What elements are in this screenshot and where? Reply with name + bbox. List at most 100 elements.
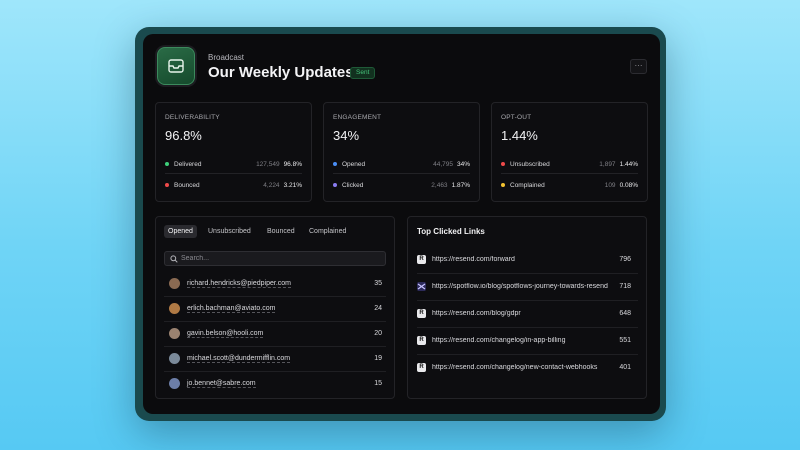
recipients-panel: Opened Unsubscribed Bounced Complained r…	[155, 216, 395, 399]
stat-value: 34%	[333, 128, 360, 143]
avatar	[169, 353, 180, 364]
click-count: 648	[619, 310, 631, 317]
open-count: 15	[374, 380, 382, 387]
open-count: 24	[374, 305, 382, 312]
list-item[interactable]: jo.bennet@sabre.com 15	[164, 371, 386, 396]
stat-label: DELIVERABILITY	[165, 114, 220, 121]
resend-logo-icon: R	[417, 309, 426, 318]
link-row[interactable]: R https://resend.com/blog/gdpr 648	[417, 300, 638, 327]
stat-row-name: Unsubscribed	[510, 160, 550, 168]
status-dot-icon	[333, 162, 337, 166]
resend-logo-icon: R	[417, 363, 426, 372]
divider	[333, 173, 470, 174]
link-row[interactable]: https://spotflow.io/blog/spotflows-journ…	[417, 273, 638, 300]
list-item[interactable]: richard.hendricks@piedpiper.com 35	[164, 271, 386, 296]
avatar	[169, 378, 180, 389]
stat-value: 1.44%	[501, 128, 538, 143]
divider	[164, 296, 386, 297]
page-title: Our Weekly Updates	[208, 64, 354, 81]
click-count: 551	[619, 337, 631, 344]
stat-row-count: 44,795	[433, 160, 453, 168]
divider	[501, 173, 638, 174]
stat-value: 96.8%	[165, 128, 202, 143]
search-input[interactable]	[181, 252, 381, 265]
stat-row-opened: Opened 44,795 34%	[333, 158, 470, 170]
recipient-email[interactable]: jo.bennet@sabre.com	[187, 379, 256, 388]
page-eyebrow: Broadcast	[208, 53, 245, 62]
link-url[interactable]: https://resend.com/changelog/new-contact…	[432, 364, 598, 371]
click-count: 401	[619, 364, 631, 371]
tab-unsubscribed[interactable]: Unsubscribed	[208, 228, 251, 235]
link-url[interactable]: https://spotflow.io/blog/spotflows-journ…	[432, 283, 608, 290]
divider	[164, 321, 386, 322]
inbox-icon	[157, 47, 195, 85]
status-dot-icon	[165, 183, 169, 187]
stat-row-delivered: Delivered 127,549 96.8%	[165, 158, 302, 170]
avatar	[169, 303, 180, 314]
recipient-email[interactable]: gavin.belson@hooli.com	[187, 329, 264, 338]
stat-row-pct: 0.08%	[619, 181, 638, 189]
divider	[417, 354, 638, 355]
more-options-button[interactable]: ···	[630, 59, 647, 74]
stat-row-name: Opened	[342, 160, 366, 168]
search-icon	[170, 255, 178, 263]
stat-row-complained: Complained 109 0.08%	[501, 179, 638, 191]
stat-row-pct: 1.44%	[619, 160, 638, 168]
tab-bounced[interactable]: Bounced	[267, 228, 295, 235]
status-dot-icon	[501, 183, 505, 187]
stat-row-name: Complained	[510, 181, 545, 189]
open-count: 20	[374, 330, 382, 337]
divider	[164, 346, 386, 347]
divider	[165, 173, 302, 174]
recipient-email[interactable]: michael.scott@dundermifflin.com	[187, 354, 291, 363]
avatar	[169, 328, 180, 339]
status-dot-icon	[333, 183, 337, 187]
stat-row-unsubscribed: Unsubscribed 1,897 1.44%	[501, 158, 638, 170]
list-item[interactable]: gavin.belson@hooli.com 20	[164, 321, 386, 346]
top-links-panel: Top Clicked Links R https://resend.com/f…	[407, 216, 647, 399]
stat-row-pct: 3.21%	[283, 181, 302, 189]
click-count: 718	[619, 283, 631, 290]
link-url[interactable]: https://resend.com/changelog/in-app-bill…	[432, 337, 566, 344]
recipient-email[interactable]: richard.hendricks@piedpiper.com	[187, 279, 291, 288]
click-count: 796	[619, 256, 631, 263]
status-badge: Sent	[350, 67, 376, 79]
list-item[interactable]: michael.scott@dundermifflin.com 19	[164, 346, 386, 371]
link-row[interactable]: R https://resend.com/changelog/new-conta…	[417, 354, 638, 381]
search-box	[164, 251, 386, 266]
stat-row-count: 109	[604, 181, 616, 189]
resend-logo-icon: R	[417, 255, 426, 264]
stat-row-count: 2,463	[431, 181, 448, 189]
stat-row-name: Clicked	[342, 181, 364, 189]
stat-card-opt-out: OPT-OUT 1.44% Unsubscribed 1,897 1.44% C…	[491, 102, 648, 202]
status-dot-icon	[165, 162, 169, 166]
stat-row-pct: 34%	[456, 160, 470, 168]
avatar	[169, 278, 180, 289]
stat-row-pct: 96.8%	[283, 160, 302, 168]
tab-complained[interactable]: Complained	[309, 228, 347, 235]
recipient-email[interactable]: erlich.bachman@aviato.com	[187, 304, 276, 313]
list-item[interactable]: erlich.bachman@aviato.com 24	[164, 296, 386, 321]
link-row[interactable]: R https://resend.com/changelog/in-app-bi…	[417, 327, 638, 354]
stat-row-name: Bounced	[174, 181, 200, 189]
stat-label: OPT-OUT	[501, 114, 532, 121]
panel-title: Top Clicked Links	[417, 227, 485, 236]
spotflow-logo-icon	[417, 282, 426, 291]
link-row[interactable]: R https://resend.com/forward 796	[417, 246, 638, 273]
stat-row-clicked: Clicked 2,463 1.87%	[333, 179, 470, 191]
divider	[164, 371, 386, 372]
stat-row-count: 1,897	[599, 160, 616, 168]
link-url[interactable]: https://resend.com/blog/gdpr	[432, 310, 521, 317]
tab-opened[interactable]: Opened	[164, 225, 197, 238]
stat-label: ENGAGEMENT	[333, 114, 382, 121]
open-count: 35	[374, 280, 382, 287]
status-dot-icon	[501, 162, 505, 166]
stat-card-deliverability: DELIVERABILITY 96.8% Delivered 127,549 9…	[155, 102, 312, 202]
link-url[interactable]: https://resend.com/forward	[432, 256, 515, 263]
stat-row-bounced: Bounced 4,224 3.21%	[165, 179, 302, 191]
divider	[417, 300, 638, 301]
open-count: 19	[374, 355, 382, 362]
divider	[417, 327, 638, 328]
stat-card-engagement: ENGAGEMENT 34% Opened 44,795 34% Clicked…	[323, 102, 480, 202]
divider	[417, 273, 638, 274]
